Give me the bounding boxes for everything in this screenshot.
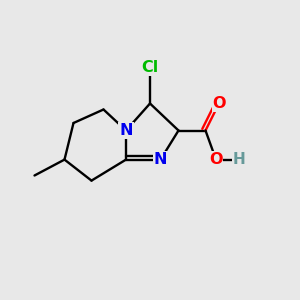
- Text: -: -: [224, 152, 231, 167]
- Text: H: H: [232, 152, 245, 167]
- Text: N: N: [154, 152, 167, 167]
- Text: O: O: [209, 152, 223, 167]
- Text: Cl: Cl: [141, 60, 159, 75]
- Text: O: O: [212, 96, 226, 111]
- Text: N: N: [119, 123, 133, 138]
